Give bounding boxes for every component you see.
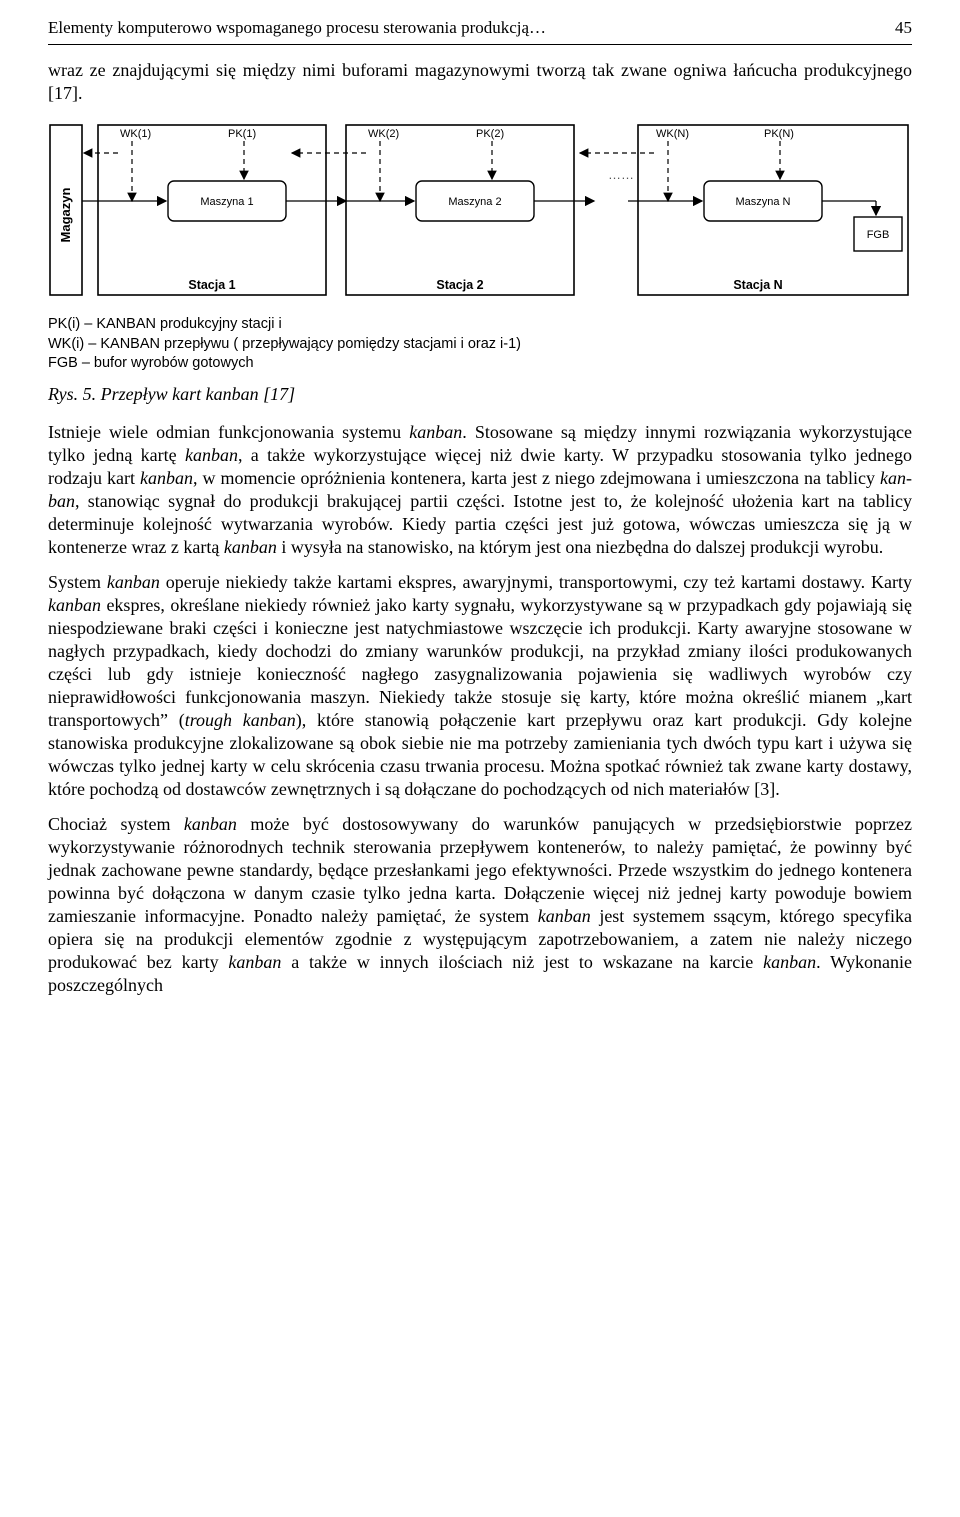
wk1: WK(1) [120,128,151,140]
legend-fgb: FGB – bufor wyrobów gotowych [48,354,912,374]
running-title: Elementy komputerowo wspomaganego proces… [48,18,546,38]
machine-1: Maszyna 1 [200,196,253,208]
legend-wk: WK(i) – KANBAN przepływu ( przepływający… [48,335,912,355]
ellipsis: …… [608,167,634,182]
station-n-label: Stacja N [733,278,782,292]
kanban-flow-svg: Magazyn Stacja 1 Maszyna 1 WK(1) PK(1) S… [48,119,912,309]
paragraph-3: Chociaż system kanban może być dostosowy… [48,813,912,997]
station-2-label: Stacja 2 [436,278,483,292]
pkn: PK(N) [764,128,794,140]
pk2: PK(2) [476,128,504,140]
pk1: PK(1) [228,128,256,140]
paragraph-1: Istnieje wiele odmian funkcjonowania sys… [48,421,912,559]
running-header: Elementy komputerowo wspomaganego proces… [48,18,912,38]
intro-paragraph: wraz ze znajdującymi się między nimi buf… [48,59,912,105]
figure-caption: Rys. 5. Przepływ kart kanban [17] [48,384,912,405]
station-1-label: Stacja 1 [188,278,235,292]
figure-5: Magazyn Stacja 1 Maszyna 1 WK(1) PK(1) S… [48,119,912,374]
machine-n: Maszyna N [735,196,790,208]
paragraph-2: System kanban operuje niekiedy także kar… [48,571,912,801]
page-number: 45 [895,18,912,38]
machine-2: Maszyna 2 [448,196,501,208]
figure-legend: PK(i) – KANBAN produkcyjny stacji i WK(i… [48,315,912,374]
header-rule [48,44,912,45]
legend-pk: PK(i) – KANBAN produkcyjny stacji i [48,315,912,335]
magazine-label: Magazyn [58,188,73,243]
wkn: WK(N) [656,128,689,140]
fgb-label: FGB [867,229,890,241]
wk2: WK(2) [368,128,399,140]
